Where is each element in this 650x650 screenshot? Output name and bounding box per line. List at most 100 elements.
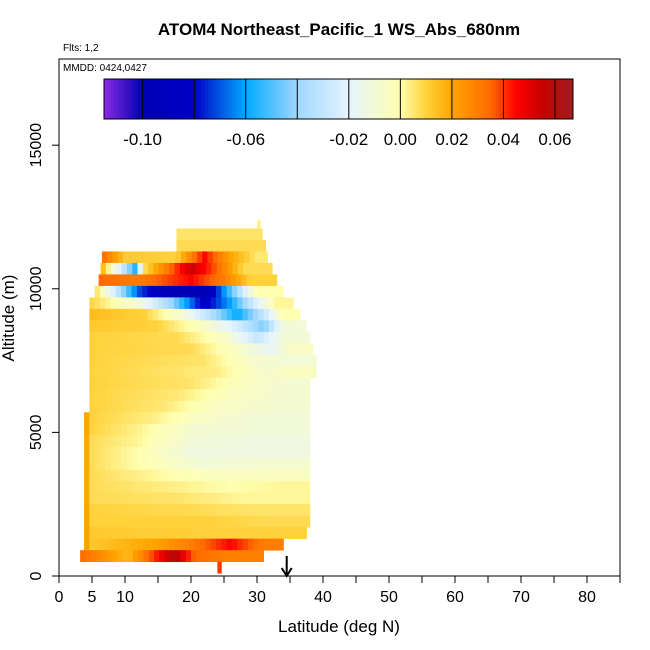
heatmap-cell bbox=[189, 308, 196, 321]
heatmap-cell bbox=[158, 412, 164, 425]
heatmap-cell bbox=[142, 308, 148, 321]
heatmap-cell bbox=[242, 446, 249, 459]
heatmap-cell bbox=[205, 389, 212, 402]
colorbar-swatch bbox=[171, 79, 175, 119]
heatmap-cell bbox=[147, 504, 154, 517]
heatmap-cell bbox=[269, 262, 273, 275]
heatmap-cell bbox=[295, 469, 301, 482]
heatmap-cell bbox=[197, 239, 204, 252]
heatmap-cell bbox=[290, 423, 296, 436]
heatmap-cell bbox=[116, 262, 123, 275]
heatmap-cell bbox=[229, 239, 235, 252]
colorbar-swatch bbox=[197, 79, 202, 119]
heatmap-cell bbox=[154, 251, 161, 264]
heatmap-cell bbox=[274, 458, 280, 471]
heatmap-cell bbox=[126, 400, 132, 413]
colorbar-swatch bbox=[425, 79, 430, 119]
heatmap-cell bbox=[189, 285, 196, 298]
heatmap-cell bbox=[209, 274, 216, 287]
heatmap-cell bbox=[105, 423, 111, 436]
heatmap-cell bbox=[263, 446, 270, 459]
heatmap-cell bbox=[202, 239, 209, 252]
heatmap-cell bbox=[253, 262, 260, 275]
heatmap-cell bbox=[131, 469, 138, 482]
heatmap-cell bbox=[126, 538, 132, 551]
heatmap-cell bbox=[142, 262, 149, 275]
heatmap-cell bbox=[237, 331, 243, 344]
heatmap-cell bbox=[179, 515, 185, 528]
colorbar-swatch bbox=[254, 79, 259, 119]
y-tick-label: 15000 bbox=[28, 123, 45, 168]
heatmap-cell bbox=[136, 458, 143, 471]
colorbar-frame bbox=[103, 78, 574, 120]
heatmap-cell bbox=[284, 343, 291, 356]
heatmap-cell bbox=[158, 331, 164, 344]
heatmap-cell bbox=[231, 354, 238, 367]
heatmap-cell bbox=[94, 331, 101, 344]
heatmap-cell bbox=[152, 481, 159, 494]
colorbar-swatch bbox=[566, 79, 571, 119]
heatmap-cell bbox=[300, 331, 307, 344]
heatmap-cell bbox=[89, 435, 96, 448]
heatmap-cell bbox=[200, 354, 206, 367]
heatmap-cell bbox=[110, 320, 117, 333]
heatmap-cell bbox=[226, 343, 233, 356]
heatmap-cell bbox=[158, 285, 164, 298]
heatmap-cell bbox=[268, 538, 275, 551]
heatmap-cell bbox=[290, 469, 296, 482]
heatmap-cell bbox=[231, 377, 238, 390]
heatmap-cell bbox=[231, 469, 238, 482]
heatmap-cell bbox=[184, 389, 191, 402]
heatmap-cell bbox=[242, 331, 249, 344]
heatmap-cell bbox=[101, 251, 108, 264]
heatmap-cell bbox=[174, 262, 181, 275]
heatmap-cell bbox=[216, 320, 222, 333]
colorbar-swatch bbox=[154, 79, 159, 119]
heatmap-cell bbox=[221, 492, 228, 505]
heatmap-cell bbox=[173, 389, 180, 402]
heatmap-cell bbox=[152, 412, 159, 425]
heatmap-cell bbox=[258, 377, 264, 390]
heatmap-cell bbox=[253, 538, 259, 551]
heatmap-cell bbox=[274, 481, 280, 494]
heatmap-cell bbox=[268, 423, 275, 436]
heatmap-cell bbox=[210, 343, 217, 356]
heatmap-cell bbox=[238, 550, 245, 563]
heatmap-cell bbox=[89, 481, 96, 494]
heatmap-cell bbox=[99, 308, 106, 321]
heatmap-cell bbox=[184, 435, 191, 448]
heatmap-cell bbox=[94, 527, 101, 540]
heatmap-cell bbox=[121, 458, 127, 471]
heatmap-cell bbox=[290, 481, 296, 494]
heatmap-cell bbox=[274, 435, 280, 448]
heatmap-cell bbox=[99, 458, 106, 471]
heatmap-cell bbox=[210, 492, 217, 505]
heatmap-cell bbox=[89, 515, 96, 528]
colorbar-swatch bbox=[104, 79, 108, 119]
colorbar-swatch bbox=[234, 79, 239, 119]
heatmap-cell bbox=[94, 285, 101, 298]
heatmap-cell bbox=[226, 538, 233, 551]
heatmap-cell bbox=[274, 492, 280, 505]
heatmap-cell bbox=[258, 504, 264, 517]
heatmap-cell bbox=[147, 331, 154, 344]
heatmap-cell bbox=[221, 354, 228, 367]
heatmap-cell bbox=[131, 492, 138, 505]
heatmap-cell bbox=[268, 354, 275, 367]
heatmap-cell bbox=[226, 320, 233, 333]
heatmap-cell bbox=[284, 492, 291, 505]
heatmap-cell bbox=[152, 538, 159, 551]
heatmap-cell bbox=[94, 504, 101, 517]
heatmap-cell bbox=[263, 481, 270, 494]
heatmap-cell bbox=[136, 389, 143, 402]
heatmap-cell bbox=[126, 262, 133, 275]
heatmap-cell bbox=[187, 228, 193, 241]
heatmap-cell bbox=[210, 412, 217, 425]
heatmap-cell bbox=[279, 366, 286, 379]
heatmap-cell bbox=[295, 481, 301, 494]
heatmap-cell bbox=[168, 435, 175, 448]
heatmap-cell bbox=[173, 331, 180, 344]
heatmap-cell bbox=[205, 423, 212, 436]
heatmap-cell bbox=[305, 343, 312, 356]
heatmap-cell bbox=[136, 343, 143, 356]
